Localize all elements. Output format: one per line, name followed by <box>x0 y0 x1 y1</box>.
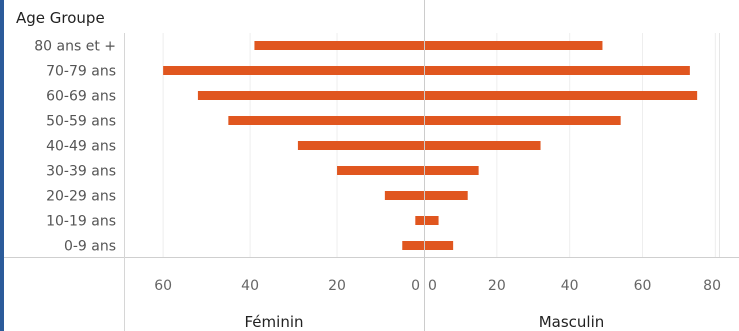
category-label: 60-69 ans <box>46 89 116 105</box>
bar-feminin <box>384 191 424 200</box>
bar-masculin <box>425 66 690 75</box>
bar-masculin <box>425 166 479 175</box>
category-label: 30-39 ans <box>46 164 116 180</box>
left-edge-accent <box>0 0 4 331</box>
category-label: 10-19 ans <box>46 214 116 230</box>
left-tick-label: 20 <box>328 278 346 294</box>
right-tick-label: 40 <box>561 278 579 294</box>
category-label: 40-49 ans <box>46 139 116 155</box>
bar-feminin <box>228 116 424 125</box>
left-tick-label: 0 <box>411 278 420 294</box>
left-tick-label: 40 <box>241 278 259 294</box>
bar-feminin <box>297 141 424 150</box>
category-label: 50-59 ans <box>46 114 116 130</box>
bar-feminin <box>415 216 424 225</box>
bar-feminin <box>337 166 424 175</box>
bar-feminin <box>402 241 424 250</box>
bar-feminin <box>197 91 424 100</box>
right-tick-label: 0 <box>428 278 437 294</box>
category-label: 0-9 ans <box>64 239 116 255</box>
category-label: 80 ans et + <box>34 39 116 55</box>
panel-label-masculin: Masculin <box>539 313 605 331</box>
row-header-title: Age Groupe <box>16 9 105 27</box>
bar-masculin <box>425 116 621 125</box>
bar-masculin <box>425 216 439 225</box>
category-label: 20-29 ans <box>46 189 116 205</box>
bar-masculin <box>425 91 698 100</box>
category-label: 70-79 ans <box>46 64 116 80</box>
panel-label-feminin: Féminin <box>245 313 304 331</box>
bar-masculin <box>425 191 468 200</box>
right-tick-label: 20 <box>488 278 506 294</box>
right-tick-label: 80 <box>703 278 721 294</box>
bar-masculin <box>425 41 603 50</box>
bar-masculin <box>425 141 541 150</box>
bar-masculin <box>425 241 454 250</box>
left-tick-label: 60 <box>154 278 172 294</box>
bar-feminin <box>254 41 424 50</box>
right-tick-label: 60 <box>634 278 652 294</box>
bar-feminin <box>163 66 424 75</box>
